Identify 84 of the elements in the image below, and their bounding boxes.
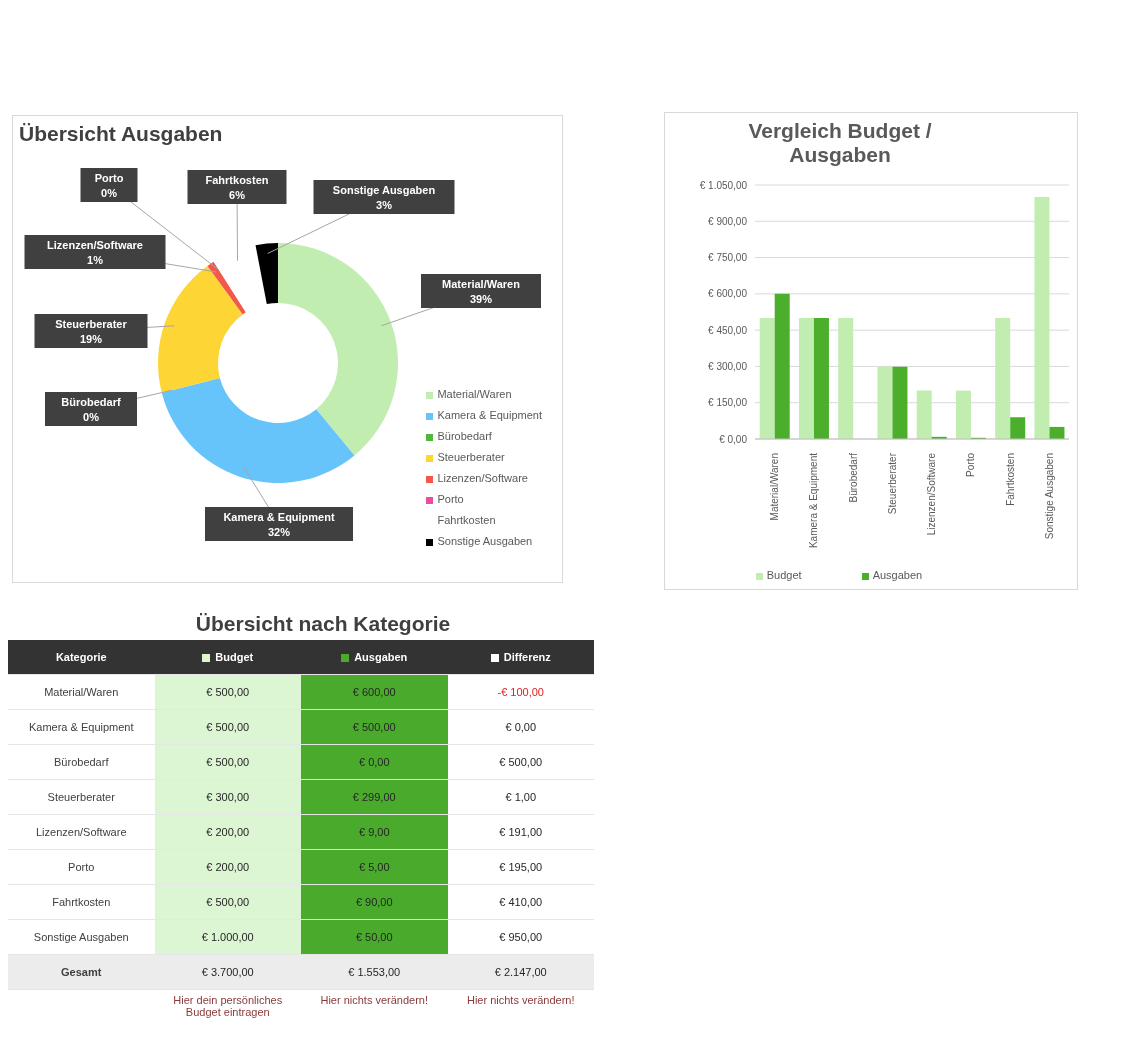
slice-label: Steuerberater — [55, 318, 128, 330]
chart-title: Vergleich Budget / Ausgaben — [747, 119, 933, 167]
data-label: 3% — [376, 199, 393, 211]
text: € 1.553,00 — [348, 966, 401, 978]
series-label: Differenz — [503, 651, 551, 664]
data-label: € 0,00 — [447, 709, 594, 745]
slice-label: Material/Waren — [442, 278, 521, 290]
data-label: € 195,00 — [447, 849, 594, 885]
category-label: Sonstige Ausgaben — [8, 919, 155, 955]
slice-label: Sonstige Ausgaben — [332, 184, 436, 196]
legend-label: Bürobedarf — [437, 430, 492, 442]
data-label: € 500,00 — [301, 709, 448, 745]
data-label: € 5,00 — [301, 849, 448, 885]
y-tick-label: € 750,00 — [708, 252, 748, 264]
category-label: Kamera & Equipment — [8, 709, 155, 745]
slice-label: Kamera & Equipment — [223, 511, 335, 523]
data-label: € 500,00 — [154, 674, 301, 710]
x-tick-label: Kamera & Equipment — [808, 452, 820, 549]
data-label: € 50,00 — [301, 919, 448, 955]
y-tick-label: € 900,00 — [708, 215, 748, 227]
text: Hier dein persönliches Budget eintragen — [172, 993, 284, 1019]
data-label: € 200,00 — [154, 849, 301, 885]
category-label: Bürobedarf — [8, 744, 155, 780]
y-tick-label: € 150,00 — [708, 397, 748, 409]
category-label: Porto — [8, 849, 155, 885]
category-label: Bürobedarf — [61, 396, 121, 408]
y-tick-label: € 450,00 — [708, 324, 748, 336]
x-tick-label: Material/Waren — [769, 453, 781, 521]
category-label: Lizenzen/Software — [8, 814, 155, 850]
x-tick-label: Porto — [965, 452, 977, 477]
data-label: € 191,00 — [447, 814, 594, 850]
data-label: € 600,00 — [301, 674, 448, 710]
data-label: 1% — [87, 254, 104, 266]
data-label: € 1,00 — [447, 779, 594, 815]
y-tick-label: € 0,00 — [719, 433, 748, 445]
data-label: € 200,00 — [154, 814, 301, 850]
legend-label: Kamera & Equipment — [437, 409, 542, 421]
text: 0% — [101, 187, 117, 199]
text: € 2.147,00 — [494, 966, 547, 978]
legend-label: Ausgaben — [354, 651, 408, 664]
legend-label: Ausgaben — [872, 569, 923, 581]
x-tick-label: Bürobedarf — [847, 452, 859, 503]
data-label: € 1.000,00 — [154, 919, 301, 955]
x-tick-label: Steuerberater — [886, 452, 898, 515]
text: Hier nichts verändern! — [319, 993, 430, 1008]
data-label: € 9,00 — [301, 814, 448, 850]
data-label: 39% — [469, 293, 493, 305]
text: 0% — [83, 411, 99, 423]
category-label: Steuerberater — [8, 779, 155, 815]
data-label: € 90,00 — [301, 884, 448, 920]
data-label: € 500,00 — [154, 884, 301, 920]
data-label: 19% — [79, 333, 103, 345]
y-tick-label: € 600,00 — [708, 288, 748, 300]
legend-label: Material/Waren — [437, 388, 512, 400]
category-label: Material/Waren — [8, 674, 155, 710]
text: € 3.700,00 — [201, 966, 254, 978]
x-tick-label: Sonstige Ausgaben — [1043, 453, 1055, 540]
data-label: € 0,00 — [301, 744, 448, 780]
data-label: 6% — [229, 189, 246, 201]
text: Hier nichts verändern! — [465, 993, 576, 1008]
category-label: Fahrtkosten — [437, 514, 496, 526]
data-label: € 500,00 — [447, 744, 594, 780]
y-tick-label: € 300,00 — [708, 360, 748, 372]
x-tick-label: Lizenzen/Software — [926, 452, 938, 536]
data-label: € 950,00 — [447, 919, 594, 955]
data-label: € 500,00 — [154, 709, 301, 745]
data-label: € 500,00 — [154, 744, 301, 780]
data-label: € 410,00 — [447, 884, 594, 920]
legend-label: Budget — [215, 651, 254, 664]
text: Gesamt — [8, 954, 155, 990]
chart-title: Übersicht Ausgaben — [19, 122, 223, 146]
x-tick-label: Fahrtkosten — [1004, 453, 1016, 506]
data-label: -€ 100,00 — [447, 674, 594, 710]
slice-label: Lizenzen/Software — [47, 239, 143, 251]
y-tick-label: € 1.050,00 — [699, 179, 748, 191]
data-label: 32% — [267, 526, 291, 538]
slice-label: Fahrtkosten — [205, 174, 269, 186]
category-label: Fahrtkosten — [8, 884, 155, 920]
data-label: € 299,00 — [301, 779, 448, 815]
legend-label: Budget — [766, 569, 802, 581]
text: Übersicht nach Kategorie — [194, 612, 452, 636]
category-label: Porto — [94, 172, 124, 184]
text: Kategorie — [8, 640, 155, 675]
data-label: € 300,00 — [154, 779, 301, 815]
